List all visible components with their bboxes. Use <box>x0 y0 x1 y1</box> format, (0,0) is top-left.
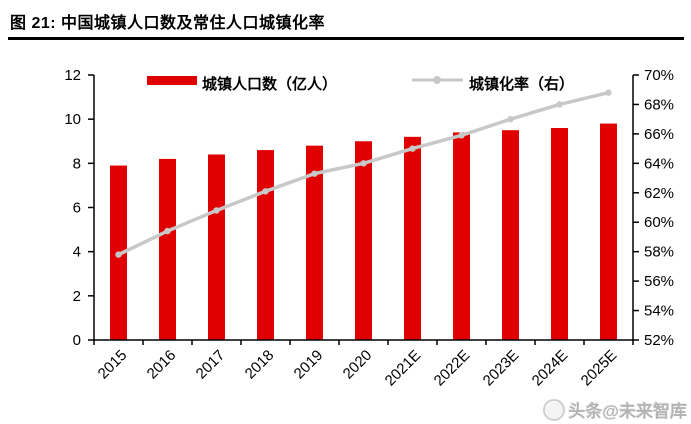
line-point-2015 <box>115 251 122 258</box>
y-right-tick-label: 68% <box>644 96 674 113</box>
x-category-label: 2021E <box>382 347 425 390</box>
line-point-2016 <box>164 227 171 235</box>
line-point-2023E <box>507 115 514 123</box>
bar-2017 <box>208 154 225 340</box>
y-left-tick-label: 0 <box>73 332 81 349</box>
x-category-label: 2023E <box>480 347 523 390</box>
bar-2021E <box>404 136 421 340</box>
line-point-2024E <box>556 101 563 108</box>
line-point-2020 <box>360 160 367 167</box>
y-left-tick-label: 8 <box>73 155 81 172</box>
bar-2020 <box>355 141 372 340</box>
x-category-label: 2018 <box>242 347 278 383</box>
title-divider <box>8 37 684 40</box>
bar-2018 <box>257 150 274 340</box>
x-category-label: 2015 <box>95 347 131 383</box>
y-right-tick-label: 56% <box>644 273 674 290</box>
y-right-tick-label: 58% <box>644 244 674 261</box>
bar-2016 <box>159 158 176 340</box>
bar-2024E <box>551 128 568 340</box>
legend-bar-swatch <box>147 76 197 85</box>
y-right-tick-label: 70% <box>644 67 674 84</box>
figure-title: 图 21: 中国城镇人口数及常住人口城镇化率 <box>10 15 326 32</box>
x-category-label: 2025E <box>578 347 621 390</box>
line-point-2021E <box>409 145 416 152</box>
x-category-label: 2020 <box>340 347 376 383</box>
line-point-2017 <box>213 207 220 214</box>
line-point-2019 <box>311 170 318 177</box>
y-right-tick-label: 52% <box>644 332 674 349</box>
y-right-tick-label: 64% <box>644 155 674 172</box>
y-left-tick-label: 2 <box>73 288 81 305</box>
y-right-tick-label: 66% <box>644 126 674 143</box>
line-group <box>115 89 612 258</box>
y-left-tick-label: 6 <box>73 200 81 217</box>
y-left-tick-label: 12 <box>64 67 81 84</box>
line-point-2022E <box>458 132 465 139</box>
legend-line-marker-icon <box>433 76 441 84</box>
x-category-label: 2024E <box>529 347 572 390</box>
y-right-tick-label: 62% <box>644 185 674 202</box>
y-left-tick-label: 4 <box>73 244 81 261</box>
bars-group <box>110 123 617 340</box>
y-right-tick-label: 54% <box>644 303 674 320</box>
line-point-2018 <box>262 188 269 195</box>
legend-bar-label: 城镇人口数（亿人） <box>202 75 337 93</box>
line-point-2025E <box>605 89 612 96</box>
legend: 城镇人口数（亿人） 城镇化率（右） <box>147 75 574 93</box>
bar-2023E <box>502 130 519 340</box>
x-category-label: 2019 <box>291 347 327 383</box>
x-category-label: 2017 <box>193 347 229 383</box>
bar-2022E <box>453 132 470 340</box>
x-category-label: 2022E <box>431 347 474 390</box>
y-left-tick-label: 10 <box>64 111 81 128</box>
x-category-label: 2016 <box>144 347 180 383</box>
bar-2025E <box>600 123 617 340</box>
bar-2019 <box>306 145 323 340</box>
legend-line-label: 城镇化率（右） <box>469 75 574 93</box>
y-right-tick-label: 60% <box>644 214 674 231</box>
